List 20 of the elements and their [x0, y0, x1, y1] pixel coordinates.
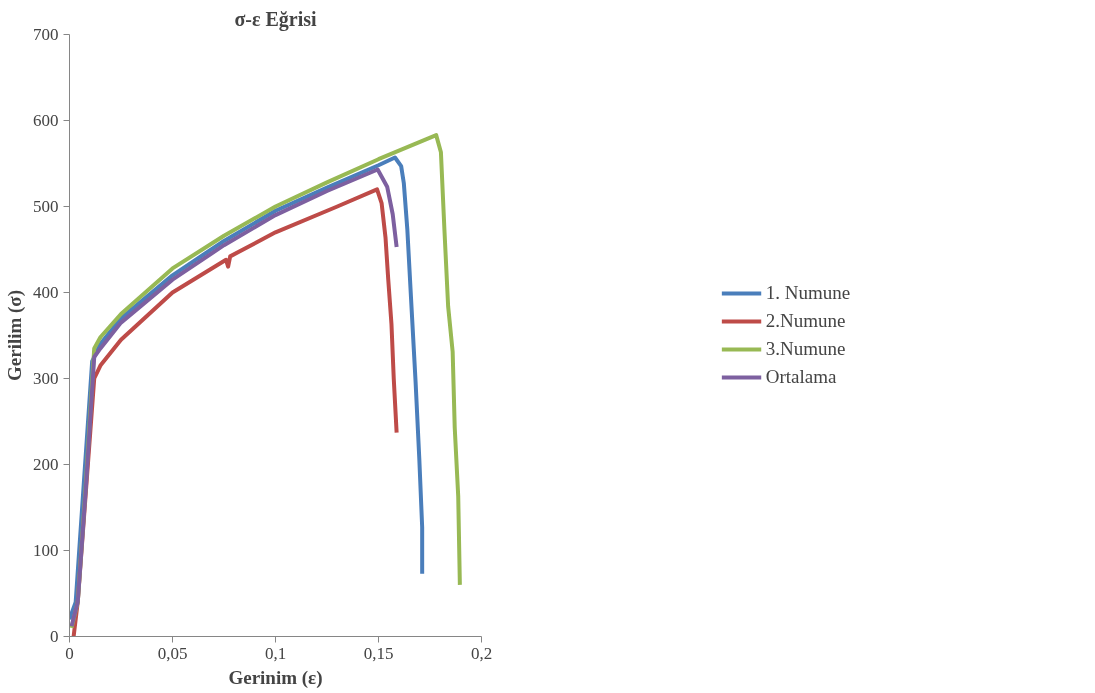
y-tick-label: 700	[33, 25, 59, 44]
y-axis-title: Gerilim (σ)	[4, 289, 26, 382]
x-tick-label: 0,05	[157, 643, 188, 663]
x-axis-title: Gerinim (ε)	[228, 666, 323, 689]
legend-label: 3.Numune	[765, 338, 846, 360]
chart-title: σ-ε Eğrisi	[234, 7, 318, 31]
legend-label: 1. Numune	[765, 282, 851, 304]
y-tick-label: 600	[33, 111, 59, 130]
legend-label: 2.Numune	[765, 310, 846, 332]
x-tick-label: 0,1	[264, 643, 287, 663]
y-tick-label: 400	[33, 283, 59, 302]
legend-label: Ortalama	[765, 366, 837, 388]
y-tick-label: 500	[33, 197, 59, 216]
y-tick-label: 0	[50, 627, 59, 646]
x-tick-label: 0	[65, 643, 74, 663]
y-tick-label: 200	[33, 455, 59, 474]
x-tick-label: 0,2	[470, 643, 493, 663]
y-tick-label: 300	[33, 369, 59, 388]
y-tick-label: 100	[33, 541, 59, 560]
x-tick-label: 0,15	[363, 643, 394, 663]
